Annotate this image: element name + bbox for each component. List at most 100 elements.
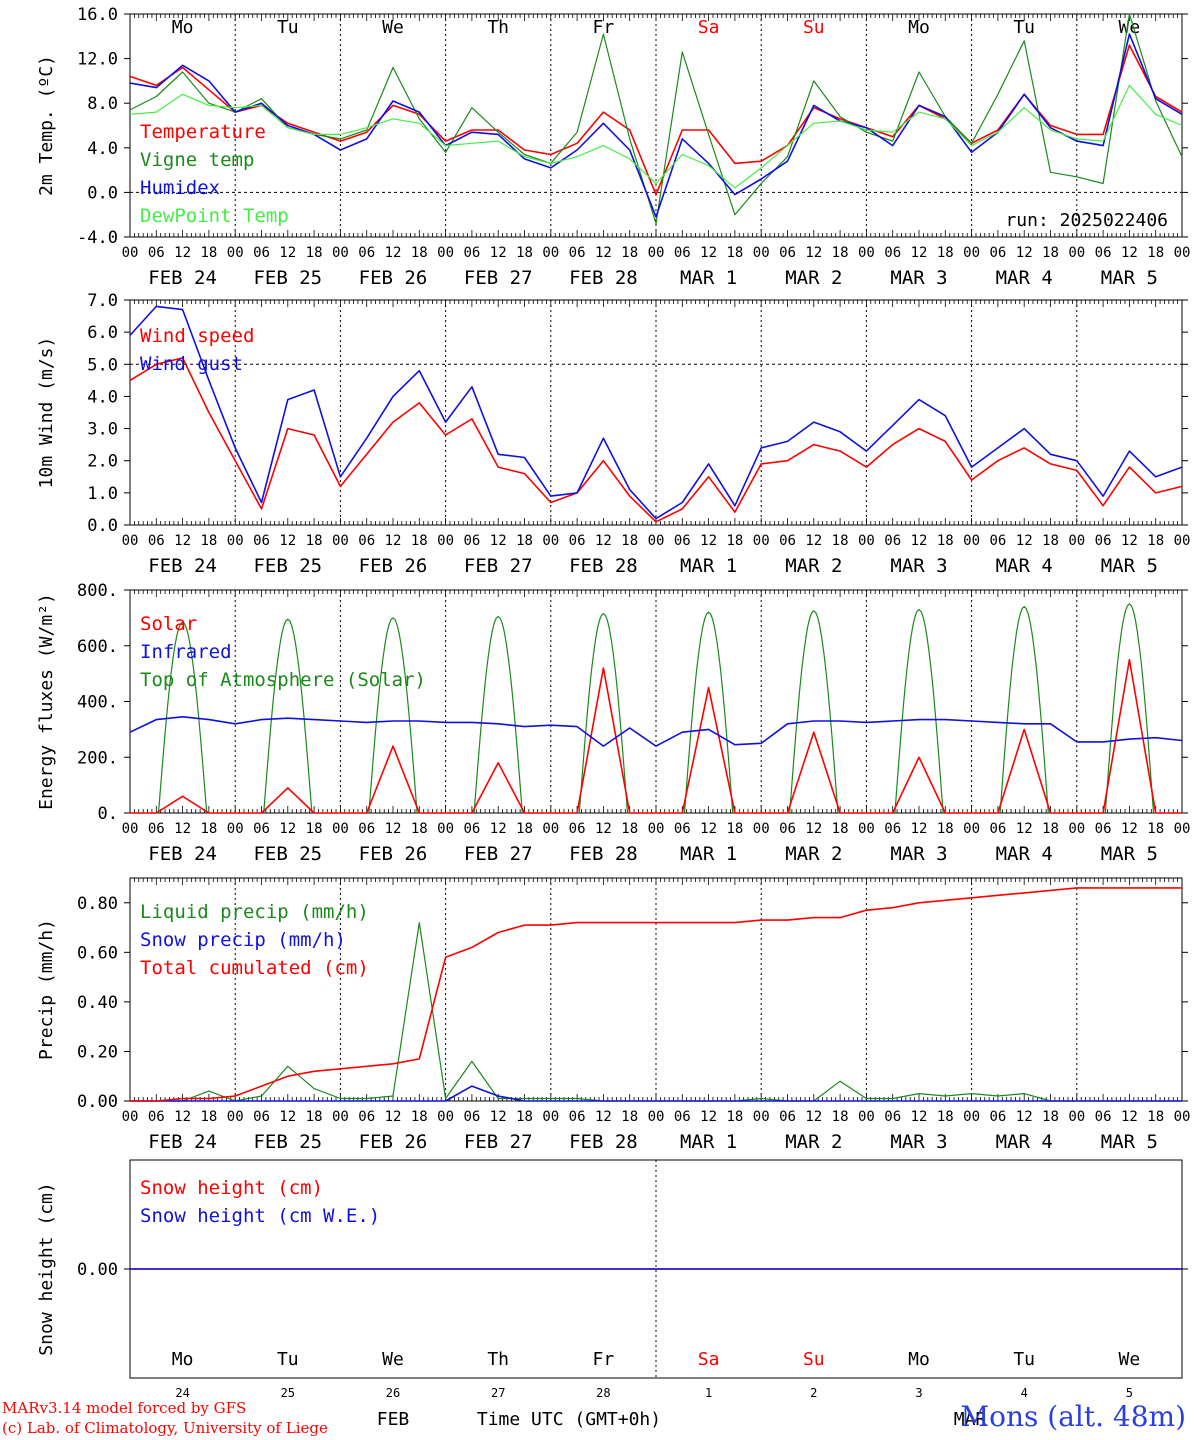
hour-tick-label: 00 <box>437 1109 454 1125</box>
hour-tick-label: 12 <box>805 821 822 837</box>
hour-tick-label: 18 <box>411 1109 428 1125</box>
legend-entry: Infrared <box>140 641 232 663</box>
hour-tick-label: 06 <box>148 245 165 261</box>
hour-tick-label: 12 <box>385 1109 402 1125</box>
legend-entry: Snow height (cm) <box>140 1177 323 1199</box>
date-label: FEB 24 <box>148 555 217 577</box>
day-of-week-label: Sa <box>698 17 720 38</box>
legend-entry: Top of Atmosphere (Solar) <box>140 669 426 691</box>
hour-tick-label: 12 <box>911 245 928 261</box>
legend-entry: DewPoint Temp <box>140 205 289 227</box>
hour-tick-label: 18 <box>1042 1109 1059 1125</box>
hour-tick-label: 00 <box>542 821 559 837</box>
date-label: FEB 26 <box>359 843 428 865</box>
hour-tick-label: 06 <box>569 821 586 837</box>
date-label: FEB 27 <box>464 1131 533 1153</box>
hour-tick-label: 06 <box>989 533 1006 549</box>
date-label: FEB 25 <box>253 555 322 577</box>
day-of-week-label: Su <box>803 17 825 38</box>
date-label: FEB 25 <box>253 843 322 865</box>
hour-tick-label: 06 <box>148 821 165 837</box>
legend-entry: Humidex <box>140 177 220 199</box>
day-of-week-label: Su <box>803 1349 825 1370</box>
y-tick-label: 0.0 <box>87 516 118 536</box>
hour-tick-label: 18 <box>200 1109 217 1125</box>
hour-tick-label: 00 <box>332 245 349 261</box>
hour-tick-label: 18 <box>937 1109 954 1125</box>
y-tick-label: 4.0 <box>87 387 118 407</box>
hour-tick-label: 12 <box>595 821 612 837</box>
hour-tick-label: 06 <box>1095 821 1112 837</box>
date-label: MAR 5 <box>1101 843 1158 865</box>
hour-tick-label: 00 <box>227 1109 244 1125</box>
hour-tick-label: 06 <box>358 533 375 549</box>
hour-tick-label: 00 <box>963 1109 980 1125</box>
date-label: FEB 28 <box>569 555 638 577</box>
y-axis-label: Snow height (cm) <box>36 1182 57 1355</box>
y-axis-label: 10m Wind (m/s) <box>36 337 57 489</box>
hour-tick-label: 00 <box>648 1109 665 1125</box>
y-tick-label: 600. <box>77 637 118 657</box>
series-line-solar <box>130 658 1182 814</box>
hour-tick-label: 12 <box>279 821 296 837</box>
y-tick-label: 16.0 <box>77 5 118 25</box>
hour-tick-label: 12 <box>595 533 612 549</box>
hour-tick-label: 18 <box>200 533 217 549</box>
hour-tick-label: 00 <box>753 1109 770 1125</box>
y-tick-label: 0.80 <box>77 894 118 914</box>
legend-entry: Solar <box>140 613 197 635</box>
hour-tick-label: 06 <box>884 821 901 837</box>
hour-tick-label: 18 <box>306 1109 323 1125</box>
y-tick-label: 0.00 <box>77 1092 118 1112</box>
day-number-label: 27 <box>491 1386 505 1400</box>
date-label: MAR 3 <box>890 843 947 865</box>
legend-entry: Total cumulated (cm) <box>140 957 369 979</box>
hour-tick-label: 00 <box>227 245 244 261</box>
hour-tick-label: 18 <box>306 821 323 837</box>
hour-tick-label: 00 <box>1068 245 1085 261</box>
y-tick-label: 0.60 <box>77 943 118 963</box>
time-axis-label: Time UTC (GMT+0h) <box>477 1409 661 1430</box>
day-of-week-label: Th <box>487 1349 509 1370</box>
date-label: MAR 1 <box>680 267 737 289</box>
hour-tick-label: 06 <box>569 245 586 261</box>
y-tick-label: 200. <box>77 748 118 768</box>
hour-tick-label: 06 <box>779 1109 796 1125</box>
hour-tick-label: 12 <box>700 245 717 261</box>
hour-tick-label: 12 <box>1016 1109 1033 1125</box>
hour-tick-label: 18 <box>1147 245 1164 261</box>
hour-tick-label: 18 <box>726 533 743 549</box>
hour-tick-label: 12 <box>1016 245 1033 261</box>
hour-tick-label: 12 <box>490 1109 507 1125</box>
date-label: MAR 2 <box>785 555 842 577</box>
month-label-feb: FEB <box>377 1409 410 1430</box>
legend-entry: Liquid precip (mm/h) <box>140 901 369 923</box>
hour-tick-label: 00 <box>332 821 349 837</box>
day-number-label: 2 <box>810 1386 817 1400</box>
legend-entry: Temperature <box>140 121 266 143</box>
y-tick-label: 7.0 <box>87 291 118 311</box>
hour-tick-label: 00 <box>437 533 454 549</box>
hour-tick-label: 06 <box>1095 1109 1112 1125</box>
date-label: MAR 2 <box>785 843 842 865</box>
hour-tick-label: 12 <box>490 533 507 549</box>
hour-tick-label: 18 <box>621 245 638 261</box>
hour-tick-label: 18 <box>832 821 849 837</box>
hour-tick-label: 00 <box>648 821 665 837</box>
hour-tick-label: 00 <box>1068 533 1085 549</box>
hour-tick-label: 00 <box>227 821 244 837</box>
y-tick-label: 0.40 <box>77 993 118 1013</box>
hour-tick-label: 12 <box>174 1109 191 1125</box>
hour-tick-label: 18 <box>832 533 849 549</box>
y-tick-label: 4.0 <box>87 139 118 159</box>
hour-tick-label: 18 <box>726 1109 743 1125</box>
hour-tick-label: 06 <box>358 821 375 837</box>
hour-tick-label: 00 <box>963 245 980 261</box>
hour-tick-label: 06 <box>884 1109 901 1125</box>
y-tick-label: 5.0 <box>87 355 118 375</box>
hour-tick-label: 18 <box>726 821 743 837</box>
hour-tick-label: 12 <box>911 1109 928 1125</box>
day-of-week-label: Fr <box>593 1349 615 1370</box>
hour-tick-label: 06 <box>253 821 270 837</box>
date-label: FEB 24 <box>148 1131 217 1153</box>
